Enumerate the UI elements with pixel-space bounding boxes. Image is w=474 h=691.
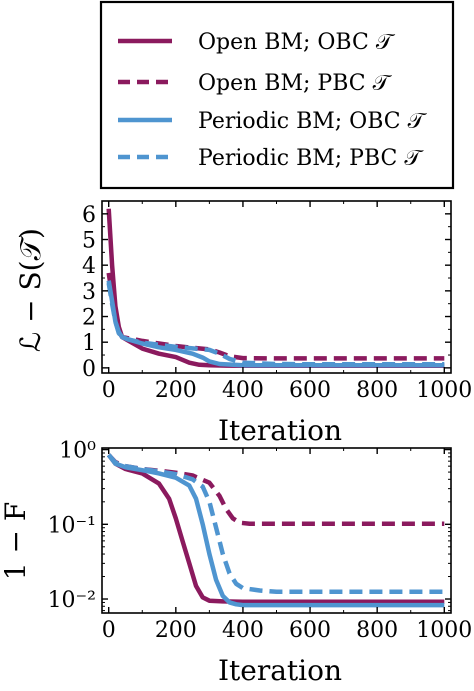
legend-entry: Periodic BM; OBC 𝒯 [118,109,428,134]
x-tick-label: 600 [289,378,331,403]
x-tick-label: 1000 [416,378,472,403]
series-line [107,453,445,526]
legend-entry: Open BM; OBC 𝒯 [118,30,396,55]
y-tick-label: 5 [82,229,96,254]
fidelity-panel: 0 200 400 600 800 1000 10⁰ 10⁻¹ 10⁻² [48,439,473,643]
y-tick-label: 0 [82,357,96,382]
fidelity-panel-ylabel: 1 − F [0,502,32,581]
y-tick-label: 10⁻² [48,588,96,613]
y-tick-label: 10⁰ [59,439,96,464]
x-tick-label: 600 [289,618,331,643]
x-tick-label: 200 [155,618,197,643]
legend-label: Periodic BM; OBC 𝒯 [198,109,428,134]
x-tick-label: 400 [222,618,264,643]
legend-entry: Periodic BM; PBC 𝒯 [118,146,424,171]
x-tick-label: 400 [222,378,264,403]
loss-panel-xlabel: Iteration [218,414,342,447]
y-tick-label: 10⁻¹ [48,513,96,538]
y-tick-label: 3 [82,280,96,305]
legend: Open BM; OBC 𝒯 Open BM; PBC 𝒯 Periodic B… [99,0,455,190]
legend-label: Open BM; PBC 𝒯 [198,71,393,96]
series-line [106,453,445,608]
y-tick-label: 6 [82,203,96,228]
x-tick-label: 0 [102,618,116,643]
legend-label: Open BM; OBC 𝒯 [198,30,396,55]
fidelity-panel-xlabel: Iteration [218,654,342,687]
series-line [106,282,445,367]
x-tick-label: 800 [356,378,398,403]
y-tick-label: 4 [82,254,96,279]
y-tick-label: 1 [82,331,96,356]
series-line [106,453,445,604]
x-tick-label: 800 [356,618,398,643]
legend-entry: Open BM; PBC 𝒯 [118,71,393,96]
x-tick-label: 0 [102,378,116,403]
legend-label: Periodic BM; PBC 𝒯 [198,146,424,171]
x-tick-label: 1000 [416,618,472,643]
loss-panel-ylabel: ℒ − S(𝒯) [14,228,47,352]
x-tick-label: 200 [155,378,197,403]
y-tick-label: 2 [82,306,96,331]
series-line [107,453,445,595]
